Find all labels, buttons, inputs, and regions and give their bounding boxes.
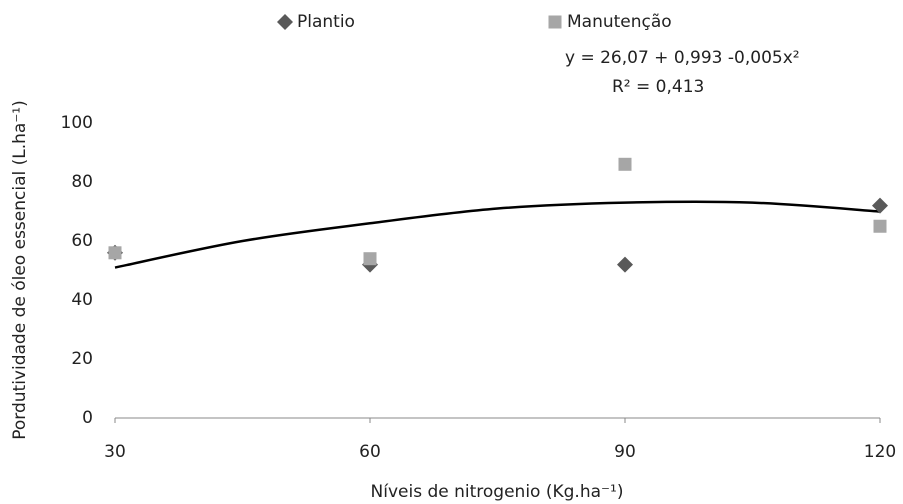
x-tick-label: 90 [614,442,636,462]
point [872,197,888,214]
point [618,157,632,171]
y-tick-label: 80 [71,172,93,192]
legend-marker [548,15,562,29]
legend-label: Plantio [297,12,355,32]
x-tick-label: 120 [864,442,896,462]
x-tick-label: 60 [359,442,381,462]
trendline [114,200,881,269]
y-tick-label: 40 [71,290,93,310]
point [363,252,377,266]
y-tick-label: 0 [82,408,93,428]
y-tick-label: 60 [71,231,93,251]
point [108,246,122,260]
x-axis-title: Níveis de nitrogenio (Kg.ha⁻¹) [371,482,624,502]
legend-label: Manutenção [567,12,672,32]
trend-r2: R² = 0,413 [612,77,704,97]
y-axis-title: Pordutividade de óleo essencial (L.ha⁻¹) [10,100,30,440]
legend-marker [277,14,293,30]
trend-equation: y = 26,07 + 0,993 -0,005x² [565,48,800,68]
point [617,256,633,273]
y-tick-label: 20 [71,349,93,369]
x-tick-label: 30 [104,442,126,462]
y-tick-label: 100 [61,113,93,133]
point [873,219,887,233]
